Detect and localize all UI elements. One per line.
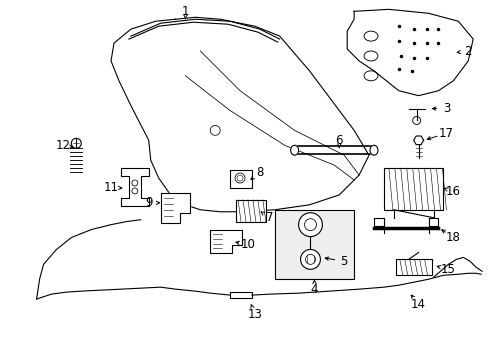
- Text: 7: 7: [265, 211, 273, 224]
- Circle shape: [300, 249, 320, 269]
- Text: 13: 13: [247, 309, 262, 321]
- Bar: [230, 170, 251, 188]
- Text: 5: 5: [340, 255, 347, 268]
- Ellipse shape: [369, 145, 377, 155]
- Bar: [427, 218, 438, 226]
- Polygon shape: [210, 230, 242, 253]
- Bar: [274, 210, 353, 279]
- Text: 9: 9: [145, 196, 152, 209]
- Text: 18: 18: [445, 231, 460, 244]
- Polygon shape: [161, 193, 190, 223]
- Text: 2: 2: [464, 45, 471, 58]
- Ellipse shape: [290, 145, 298, 155]
- Text: 6: 6: [335, 134, 342, 147]
- Text: 11: 11: [103, 181, 118, 194]
- Text: 12: 12: [56, 139, 71, 152]
- Bar: [373, 218, 383, 226]
- Text: 1: 1: [182, 5, 189, 18]
- Polygon shape: [121, 168, 148, 206]
- Text: 4: 4: [310, 283, 318, 296]
- Text: 15: 15: [440, 263, 455, 276]
- Text: 10: 10: [240, 238, 255, 251]
- Bar: [236, 200, 265, 222]
- Text: 16: 16: [445, 185, 460, 198]
- Text: 17: 17: [438, 127, 453, 140]
- Circle shape: [298, 213, 322, 237]
- Text: 8: 8: [256, 166, 263, 179]
- Polygon shape: [413, 136, 423, 145]
- Text: 3: 3: [442, 102, 449, 115]
- Bar: [230, 292, 251, 298]
- Bar: [395, 260, 431, 275]
- Bar: [383, 168, 443, 210]
- Polygon shape: [111, 17, 368, 212]
- Text: 14: 14: [410, 297, 425, 311]
- Polygon shape: [346, 9, 472, 96]
